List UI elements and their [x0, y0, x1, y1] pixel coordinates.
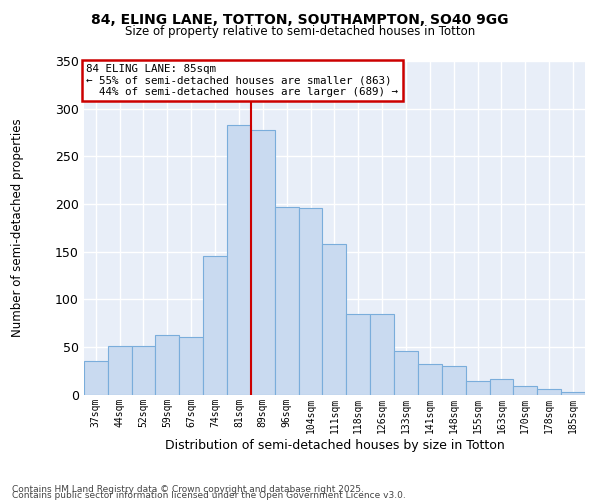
- Bar: [537, 389, 561, 394]
- Bar: [442, 366, 466, 394]
- Text: 84 ELING LANE: 85sqm
← 55% of semi-detached houses are smaller (863)
  44% of se: 84 ELING LANE: 85sqm ← 55% of semi-detac…: [86, 64, 398, 97]
- Bar: [514, 386, 537, 394]
- Bar: [131, 346, 155, 395]
- Bar: [179, 338, 203, 394]
- Text: Size of property relative to semi-detached houses in Totton: Size of property relative to semi-detach…: [125, 25, 475, 38]
- Text: 84, ELING LANE, TOTTON, SOUTHAMPTON, SO40 9GG: 84, ELING LANE, TOTTON, SOUTHAMPTON, SO4…: [91, 12, 509, 26]
- Bar: [490, 380, 514, 394]
- Y-axis label: Number of semi-detached properties: Number of semi-detached properties: [11, 118, 23, 337]
- Bar: [227, 125, 251, 394]
- Text: Contains HM Land Registry data © Crown copyright and database right 2025.: Contains HM Land Registry data © Crown c…: [12, 484, 364, 494]
- Bar: [299, 208, 322, 394]
- X-axis label: Distribution of semi-detached houses by size in Totton: Distribution of semi-detached houses by …: [164, 440, 504, 452]
- Bar: [84, 361, 107, 394]
- Text: Contains public sector information licensed under the Open Government Licence v3: Contains public sector information licen…: [12, 490, 406, 500]
- Bar: [561, 392, 585, 394]
- Bar: [203, 256, 227, 394]
- Bar: [251, 130, 275, 394]
- Bar: [466, 381, 490, 394]
- Bar: [155, 336, 179, 394]
- Bar: [275, 207, 299, 394]
- Bar: [322, 244, 346, 394]
- Bar: [418, 364, 442, 394]
- Bar: [107, 346, 131, 395]
- Bar: [394, 350, 418, 395]
- Bar: [370, 314, 394, 394]
- Bar: [346, 314, 370, 394]
